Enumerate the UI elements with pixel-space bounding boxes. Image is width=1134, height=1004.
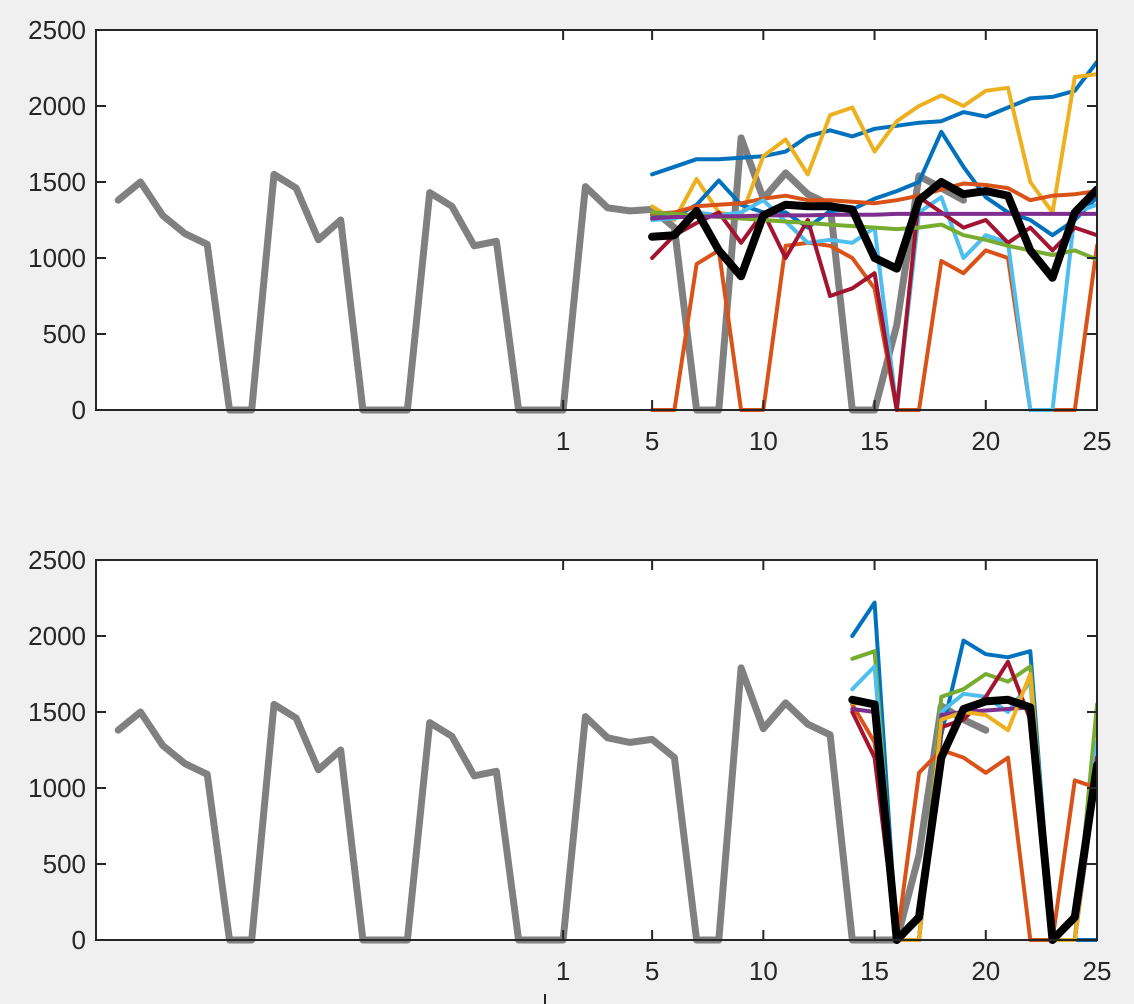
plot-area <box>96 560 1097 940</box>
y-tick-label: 0 <box>72 395 86 425</box>
y-tick-label: 500 <box>43 849 86 879</box>
x-tick-label: 5 <box>645 426 659 456</box>
x-tick-label: 15 <box>860 426 889 456</box>
plot-area <box>96 30 1097 410</box>
y-tick-label: 1000 <box>28 243 86 273</box>
series-line-5 <box>650 181 1097 216</box>
x-tick-label: 20 <box>971 426 1000 456</box>
series-line-3 <box>650 129 1097 238</box>
y-tick-label: 1000 <box>28 773 86 803</box>
y-tick-label: 2000 <box>28 91 86 121</box>
y-tick-label: 500 <box>43 319 86 349</box>
x-tick-label: 1 <box>556 426 570 456</box>
y-tick-label: 2000 <box>28 621 86 651</box>
x-tick-label: 25 <box>1083 426 1112 456</box>
x-tick-label: 5 <box>645 956 659 986</box>
mean-series-line <box>848 695 1097 944</box>
y-tick-label: 2500 <box>28 545 86 575</box>
y-tick-label: 2500 <box>28 15 86 45</box>
axes-box <box>95 559 1098 941</box>
series-line-9 <box>650 211 1097 221</box>
y-tick-label: 0 <box>72 925 86 955</box>
x-tick-label: 25 <box>1083 956 1112 986</box>
series-line-1 <box>650 59 1097 177</box>
y-tick-label: 1500 <box>28 697 86 727</box>
x-tick-label: 10 <box>749 956 778 986</box>
x-tick-label: 15 <box>860 956 889 986</box>
x-tick-label: 1 <box>556 956 570 986</box>
y-tick-label: 1500 <box>28 167 86 197</box>
axes-box <box>95 29 1098 411</box>
x-tick-label: 20 <box>971 956 1000 986</box>
x-tick-label: 10 <box>749 426 778 456</box>
mean-series-line <box>648 178 1097 282</box>
